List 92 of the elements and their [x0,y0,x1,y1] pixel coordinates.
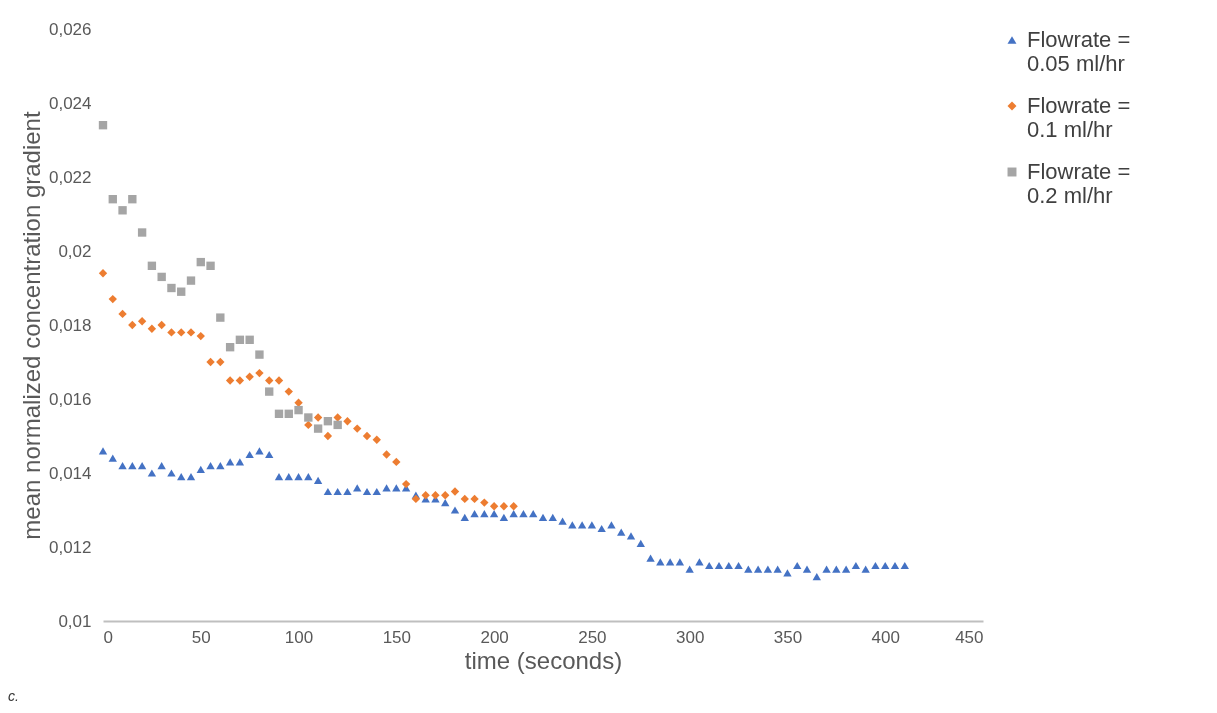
y-tick-label: 0,016 [48,389,92,409]
point [225,343,235,352]
text: c. [8,688,19,704]
point [284,409,293,418]
point [137,228,147,237]
point [225,376,235,385]
x-tick-label: 0 [103,627,113,647]
point [323,431,333,441]
point [108,294,117,304]
y-tick-label: 0,02 [58,241,92,261]
point [265,376,274,385]
point [206,357,215,367]
x-tick-label: 300 [675,627,705,647]
point [157,320,166,330]
point [157,272,166,282]
x-tick-label: 350 [773,627,803,647]
point [167,328,176,337]
point [196,331,205,341]
point [255,350,264,359]
point [411,494,421,504]
legend-label: Flowrate = 0.1 ml/hr [1027,93,1131,142]
point [147,261,157,270]
point [216,313,225,322]
x-tick-label: 400 [871,627,900,647]
point [137,317,147,326]
point [431,491,440,500]
point [245,372,254,381]
point [509,502,518,511]
point [313,413,323,422]
point [206,261,215,270]
x-tick-label: 250 [578,627,607,647]
legend-label: Flowrate = 0.2 ml/hr [1027,159,1131,208]
point [118,206,127,215]
y-tick-label: 0,024 [48,93,92,113]
point [196,257,205,267]
point [167,283,176,293]
x-tick-label: 100 [284,627,314,647]
point [128,195,137,204]
point [294,405,303,415]
point [382,450,391,459]
point [284,387,293,396]
point [421,491,430,500]
x-tick-label: 200 [480,627,509,647]
point [235,376,245,385]
point [98,269,108,278]
point [235,335,245,344]
legend-label: Flowrate = 0.05 ml/hr [1027,27,1131,76]
point [353,424,362,433]
point [313,424,323,433]
point [499,502,509,511]
point [255,368,264,378]
point [480,498,489,507]
point [323,417,333,426]
point [441,491,450,500]
point [216,357,225,367]
y-tick-label: 0,022 [48,167,92,187]
point [343,417,352,426]
y-tick-label: 0,018 [48,315,92,335]
point [470,494,479,504]
point [128,320,137,330]
point [147,324,157,333]
point [401,479,411,489]
point [245,335,254,344]
point [108,195,117,204]
point [460,494,469,504]
x-tick-label: 50 [191,627,211,647]
point [294,398,303,407]
point [98,121,108,130]
point [333,420,342,430]
point [489,502,499,511]
point [274,376,284,385]
point [372,435,381,444]
y-tick-label: 0,014 [48,463,92,483]
point [274,409,284,418]
y-tick-label: 0,01 [58,611,92,631]
point [333,413,342,422]
x-tick-label: 450 [955,627,984,647]
y-axis-title: mean normalized concentration gradient [17,111,45,540]
x-tick-label: 150 [382,627,412,647]
point [362,431,372,441]
point [118,309,127,319]
point [392,457,401,467]
point [450,487,460,496]
x-axis-title: time (seconds) [464,646,623,674]
point [186,328,196,337]
y-tick-label: 0,012 [48,537,92,557]
y-tick-label: 0,026 [48,19,92,39]
point [265,387,274,396]
point [177,328,186,337]
point [186,276,196,285]
point [177,287,186,296]
point [304,413,313,422]
